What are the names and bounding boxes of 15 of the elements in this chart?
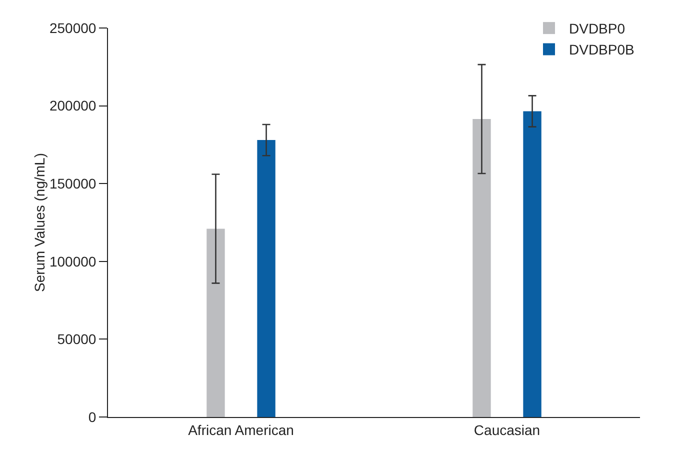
x-tick-label: African American bbox=[188, 422, 294, 438]
y-tick-label: 0 bbox=[88, 408, 96, 425]
x-tick-label: Caucasian bbox=[474, 422, 540, 438]
bar bbox=[523, 111, 542, 417]
legend-label: DVDBP0B bbox=[569, 42, 634, 58]
y-tick-label: 50000 bbox=[57, 331, 96, 348]
bar bbox=[472, 119, 491, 417]
bar bbox=[257, 140, 276, 417]
y-tick-label: 100000 bbox=[49, 253, 96, 270]
y-tick-label: 150000 bbox=[49, 176, 96, 192]
y-tick-label: 200000 bbox=[49, 98, 96, 114]
y-axis-title: Serum Values (ng/mL) bbox=[31, 152, 48, 292]
legend-label: DVDBP0 bbox=[569, 20, 626, 36]
bar bbox=[206, 228, 225, 417]
y-tick-label: 250000 bbox=[49, 20, 96, 36]
